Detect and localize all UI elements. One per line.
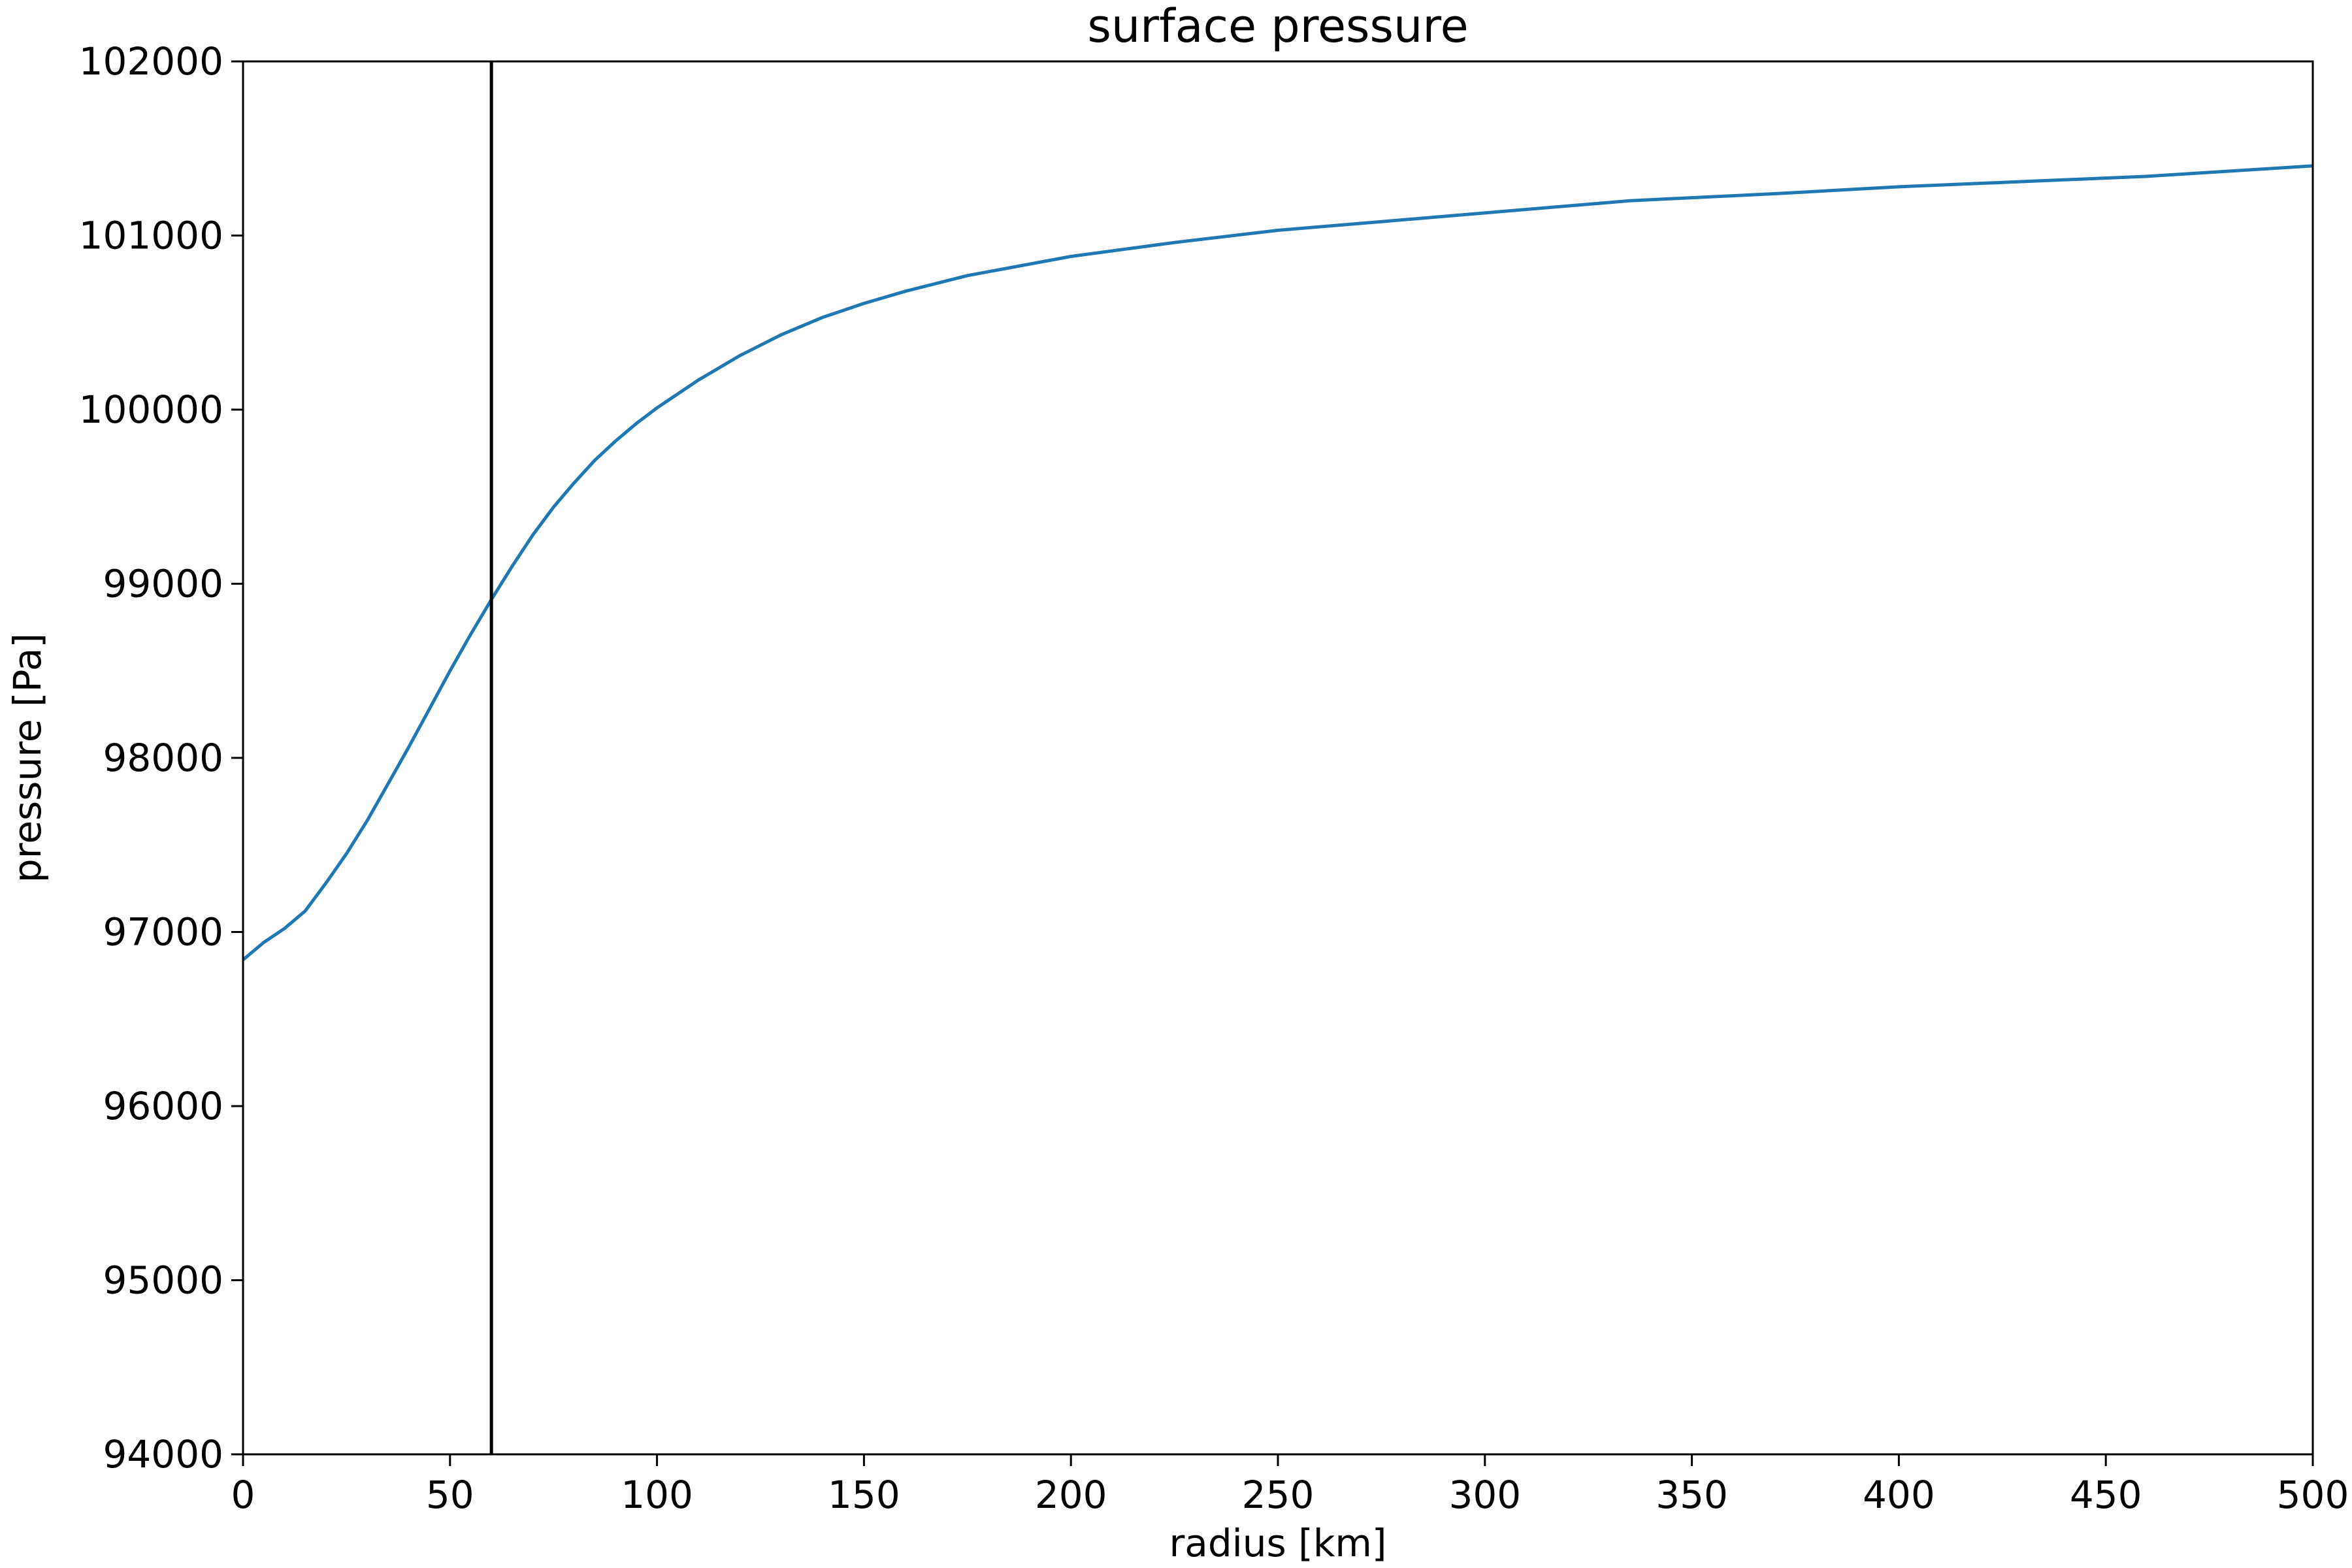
plot-frame [242,60,2314,1456]
chart-title: surface pressure [1087,0,1468,53]
x-tick-label: 300 [1448,1473,1521,1517]
x-tick-label: 0 [231,1473,255,1517]
x-axis-label: radius [km] [1169,1521,1386,1565]
x-tick-label: 100 [621,1473,693,1517]
x-axis: 0 50 100 150 200 250 300 350 400 450 500 [231,1454,2349,1517]
y-tick-label: 100000 [79,387,223,432]
series-line [242,164,2313,962]
x-tick-label: 350 [1656,1473,1728,1517]
x-tick-label: 450 [2070,1473,2142,1517]
y-tick-label: 102000 [79,39,223,84]
x-tick-label: 500 [2277,1473,2349,1517]
x-tick-label: 150 [828,1473,900,1517]
y-tick-label: 95000 [103,1258,223,1303]
y-axis-label: pressure [Pa] [5,633,50,883]
y-tick-label: 97000 [103,910,223,955]
y-tick-label: 98000 [103,736,223,780]
plot-area [242,61,2313,1454]
x-tick-label: 400 [1863,1473,1935,1517]
x-tick-label: 200 [1035,1473,1107,1517]
y-tick-label: 99000 [103,562,223,606]
y-axis: 94000 95000 96000 97000 98000 99000 100000 1010… [79,39,243,1477]
x-tick-label: 50 [426,1473,474,1517]
x-tick-label: 250 [1242,1473,1315,1517]
y-tick-label: 101000 [79,214,223,258]
y-tick-label: 94000 [103,1432,223,1477]
y-tick-label: 96000 [103,1084,223,1128]
